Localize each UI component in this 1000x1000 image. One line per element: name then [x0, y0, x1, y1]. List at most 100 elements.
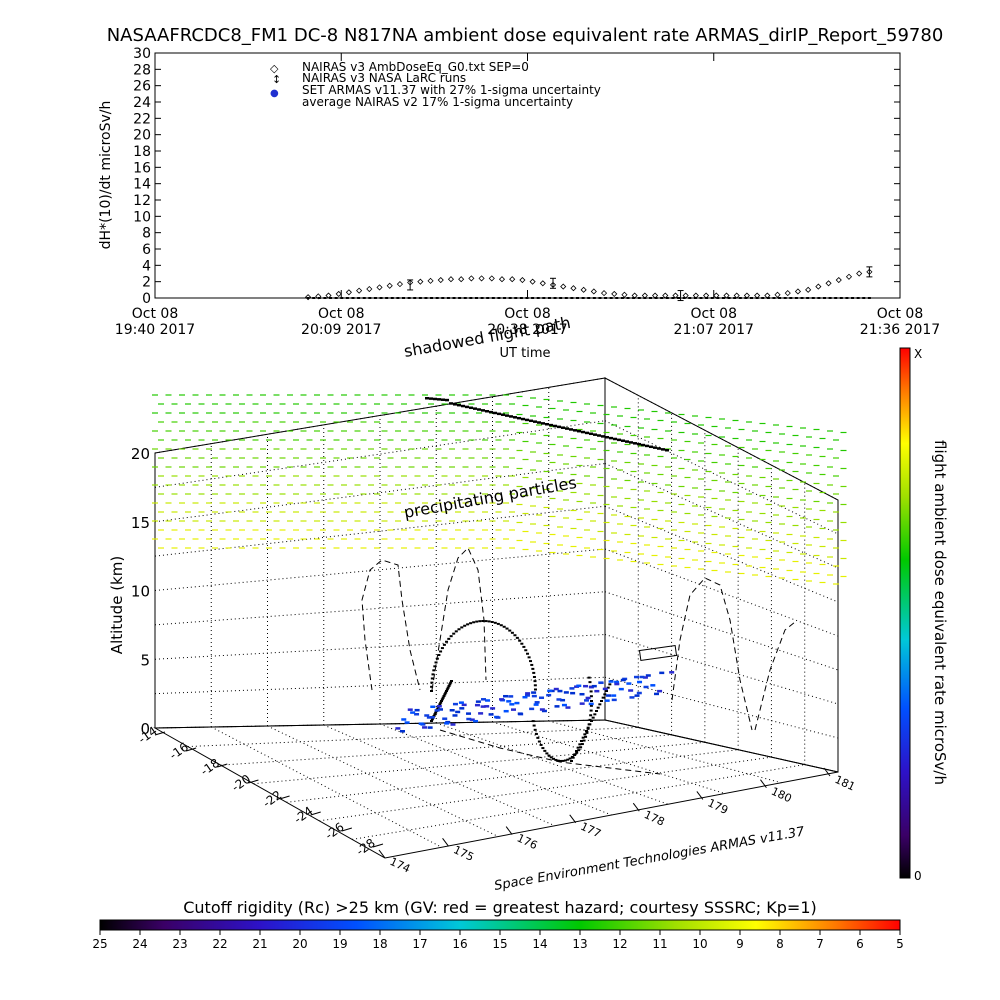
- path-point: [585, 731, 589, 734]
- path-point: [434, 711, 438, 714]
- floor-dose-point: [604, 699, 610, 702]
- path-point: [518, 639, 522, 642]
- path-point: [433, 665, 437, 668]
- diamond-point: [682, 292, 689, 299]
- floor-dose-point: [556, 698, 562, 701]
- colorbar-tick-label: 23: [172, 937, 187, 951]
- floor-dose-point: [611, 698, 617, 702]
- path-point: [533, 728, 537, 731]
- path-point: [534, 732, 538, 735]
- path-point: [463, 624, 467, 627]
- armas-point: [486, 297, 490, 299]
- path-point: [447, 637, 451, 640]
- armas-point: [542, 297, 546, 299]
- armas-point: [845, 297, 849, 299]
- shadow-path-point: [657, 447, 661, 450]
- precipitating-particles-field: [152, 394, 847, 585]
- lon-tick-label: 177: [578, 820, 603, 841]
- wall-gridline: [604, 420, 839, 535]
- floor-gridline: [436, 722, 669, 805]
- series-nairas-v3-diamonds: [305, 268, 873, 301]
- armas-point: [379, 297, 383, 299]
- floor-dose-point: [633, 675, 639, 679]
- y-axis-label: dH*(10)/dt microSv/h: [98, 101, 114, 250]
- floor-dose-point: [410, 711, 416, 714]
- x-tick-time: 21:36 2017: [860, 322, 940, 338]
- shadow-path-point: [645, 444, 649, 448]
- armas-point: [491, 297, 495, 299]
- wall-gridline: [604, 548, 839, 637]
- floor-dose-point: [588, 685, 594, 689]
- path-point: [575, 751, 579, 754]
- diamond-point: [713, 292, 720, 299]
- armas-point: [418, 297, 422, 299]
- shadow-path-point: [445, 398, 449, 402]
- diamond-point: [468, 275, 475, 282]
- colorbar-right-bottom-label: 0: [914, 869, 922, 883]
- shadow-path-point: [621, 439, 625, 442]
- armas-point: [407, 297, 411, 299]
- path-point: [430, 718, 434, 721]
- armas-point: [373, 297, 377, 299]
- lon-tick-label: 178: [642, 808, 667, 829]
- path-point: [589, 714, 593, 717]
- diamond-point: [580, 286, 587, 293]
- path-point: [442, 695, 446, 697]
- wall-gridline: [604, 634, 839, 705]
- path-point: [445, 640, 449, 643]
- armas-point: [329, 297, 333, 299]
- floor-dose-point: [434, 709, 440, 712]
- diamond-point: [376, 284, 383, 291]
- shadow-path-point: [569, 428, 573, 431]
- armas-point: [362, 297, 366, 299]
- path-point: [439, 701, 443, 704]
- floor-dose-point: [626, 682, 632, 685]
- floor-dose-point: [426, 716, 432, 719]
- path-point: [529, 660, 533, 663]
- path-point: [563, 759, 567, 762]
- floor-dose-point: [669, 671, 675, 674]
- floor-gridline: [211, 726, 442, 848]
- colorbar-tick-label: 17: [412, 937, 427, 951]
- floor-dose-point: [422, 726, 428, 729]
- floor-dose-point: [414, 713, 420, 716]
- floor-dose-point: [400, 730, 405, 733]
- path-point: [532, 675, 536, 678]
- diamond-point: [856, 270, 863, 277]
- floor-dose-point: [584, 699, 590, 702]
- profile-right2: [754, 621, 796, 731]
- path-point: [445, 688, 449, 691]
- colorbar-right-gradient: [899, 347, 911, 879]
- floor-gridline: [286, 749, 739, 803]
- path-point: [431, 673, 435, 676]
- path-point: [600, 700, 603, 702]
- floor-dose-point: [547, 689, 553, 693]
- path-point: [469, 622, 473, 625]
- path-point: [452, 632, 456, 635]
- path-point: [536, 736, 540, 739]
- diamond-point: [335, 290, 342, 297]
- shadow-path-point: [545, 423, 549, 426]
- floor-dose-point: [560, 698, 566, 702]
- shadow-path-point: [665, 449, 669, 452]
- lon-tick: [378, 849, 386, 859]
- path-point: [533, 684, 537, 687]
- colorbar-tick-label: 9: [736, 937, 744, 951]
- armas-point: [660, 297, 664, 299]
- armas-point: [744, 297, 748, 299]
- shadow-path-point: [477, 408, 481, 411]
- floor-dose-point: [628, 689, 634, 692]
- shadow-path-point: [585, 431, 589, 435]
- diamond-point: [458, 276, 465, 283]
- shadow-path-point: [633, 442, 637, 445]
- x-tick-date: Oct 08: [877, 306, 923, 322]
- series-larc-errorbars: [407, 266, 873, 302]
- lon-tick-label: 179: [706, 796, 731, 817]
- x-tick-time: 20:38 2017: [487, 322, 567, 338]
- shadow-path-point: [469, 406, 473, 410]
- colorbar-tick-label: 16: [452, 937, 467, 951]
- path-point: [584, 735, 588, 738]
- x-tick-time: 20:09 2017: [301, 322, 381, 338]
